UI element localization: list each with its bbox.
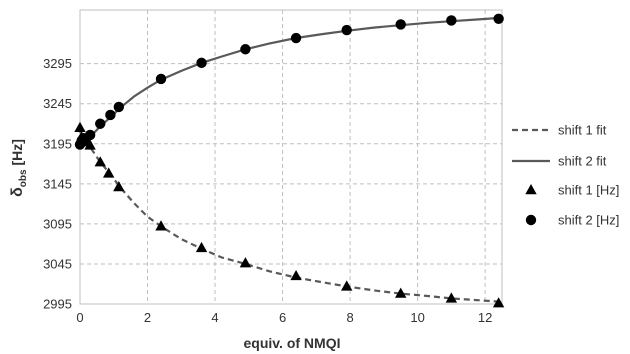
grid	[80, 10, 502, 304]
shift-2-fit-line	[79, 16, 499, 146]
shift-2-point	[240, 44, 251, 55]
shift-1-point	[341, 280, 353, 291]
shift-1-point	[102, 167, 115, 178]
plot-area-border	[79, 9, 503, 305]
shift-1-point	[395, 287, 407, 298]
shift-2-point	[290, 32, 302, 44]
y-tick-label: 2995	[43, 297, 72, 312]
shift-1-point	[94, 156, 106, 167]
tick-labels: 0 2 4 6 8 10 12 2995 3045 3095 3145 3195 3245 3295	[43, 56, 492, 325]
x-tick-label: 0	[76, 310, 83, 325]
markers	[74, 13, 505, 308]
y-tick-label: 3095	[43, 216, 72, 231]
legend: shift 1 fit shift 2 fit shift 1 [Hz] shift …	[512, 123, 619, 228]
axes	[79, 9, 503, 305]
y-axis-title: δobs [Hz]	[9, 139, 29, 197]
x-tick-label: 6	[279, 310, 286, 325]
shift-1-point	[195, 241, 208, 253]
legend-entry-3-swatch	[525, 184, 537, 195]
shift-2-point	[493, 13, 504, 25]
shift-2-point	[196, 57, 207, 69]
x-tick-label: 8	[346, 310, 353, 325]
legend-entry-4-swatch	[525, 214, 537, 226]
legend-entry-4-label: shift 2 [Hz]	[558, 213, 619, 228]
shift-1-point	[155, 220, 167, 231]
y-axis-title-sub: obs	[18, 169, 29, 187]
x-axis-title: equiv. of NMQI	[244, 335, 341, 351]
y-axis-title-main: δ	[9, 187, 26, 197]
x-tick-label: 10	[410, 310, 424, 325]
shift-1-fit-line	[79, 131, 499, 303]
legend-entry-3-label: shift 1 [Hz]	[558, 183, 619, 198]
shift-1-point	[492, 297, 505, 308]
shift-2-point	[341, 24, 352, 36]
fit-lines	[79, 16, 499, 303]
shift-2-point	[155, 73, 167, 85]
shift-1-point	[445, 292, 458, 303]
shift-1-point	[239, 257, 252, 268]
shift-2-point	[105, 109, 116, 121]
shift-1-point	[84, 139, 96, 150]
y-tick-label: 3295	[43, 56, 72, 71]
shift-2-point	[113, 101, 125, 113]
y-tick-label: 3145	[43, 176, 72, 191]
y-tick-label: 3195	[43, 136, 72, 151]
y-tick-label: 3245	[43, 96, 72, 111]
shift-2-point	[395, 19, 406, 30]
shift-1-point	[74, 121, 86, 132]
shift-1-point	[290, 269, 302, 281]
legend-entry-1-label: shift 1 fit	[558, 123, 607, 138]
legend-entry-2-label: shift 2 fit	[558, 154, 607, 169]
svg-text:δobs [Hz]: δobs [Hz]	[9, 139, 29, 197]
x-tick-label: 2	[144, 310, 151, 325]
y-axis-title-rest: [Hz]	[9, 139, 25, 169]
shift-2-point	[446, 15, 457, 26]
shift-1-point	[113, 181, 125, 192]
shift-2-point	[84, 129, 96, 141]
x-tick-label: 12	[478, 310, 492, 325]
y-tick-label: 3045	[43, 256, 72, 271]
x-tick-label: 4	[211, 310, 218, 325]
shift-2-point	[95, 118, 106, 129]
